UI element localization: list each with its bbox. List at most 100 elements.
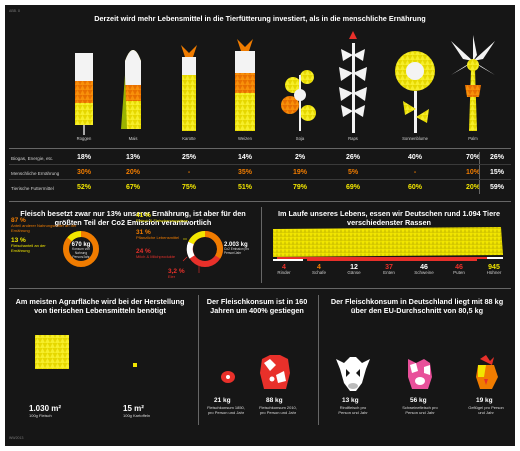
animal-count: 4 [317, 264, 321, 271]
ring1-center-value: 670 kg [71, 242, 91, 248]
vertical-divider [261, 207, 262, 283]
crop-name: Sonnenblume [402, 136, 428, 141]
infographic: ABB. 8 Derzeit wird mehr Lebensmittel in… [5, 5, 515, 446]
animal-name: Puten [453, 270, 465, 275]
energy-value: 70% [465, 154, 480, 161]
consumption-2010-label: Fleischkonsum 2010, pro Person und Jahr [259, 405, 297, 415]
pig-head-icon [408, 359, 432, 389]
animal-count: 945 [488, 264, 500, 271]
meat-area-label: 100g Fleisch [29, 413, 52, 418]
poultry-label: Geflügel pro Person und Jahr [468, 405, 504, 415]
potato-area-square [133, 363, 137, 367]
animal-count: 46 [455, 264, 463, 271]
legend-31: 31 % Pflanzliche Lebensmittel [136, 229, 184, 241]
crop-name: Soja [295, 136, 305, 141]
row-label-animal: Tierische Futtermittel [11, 186, 54, 191]
energy-value: 14% [237, 154, 252, 161]
meat-title: Fleisch besetzt zwar nur 13% unserer Ern… [20, 209, 246, 227]
energy-value: 13% [125, 154, 140, 161]
animal-value: 67% [125, 184, 140, 191]
pig-1850-icon [221, 371, 235, 383]
page-code: ABB. 8 [9, 9, 20, 13]
animal-heads [336, 355, 498, 391]
percent-31-text: Pflanzliche Lebensmittel [136, 235, 180, 240]
vertical-divider [318, 295, 319, 425]
raps-icon [339, 31, 367, 133]
animal-item: 4 Rinder [269, 264, 299, 275]
potato-area-label: 100g Kartoffeln [123, 413, 151, 418]
energy-value: 25% [181, 154, 196, 161]
animal-item: 46 Schweine [409, 264, 439, 275]
animal-item: 12 Gänse [339, 264, 369, 275]
roggen-icon [75, 53, 93, 135]
crop-name: Mais [128, 136, 138, 141]
karotte-icon [181, 45, 197, 131]
crop-name: Weizen [238, 136, 252, 141]
chicken-head-icon [476, 355, 498, 389]
meat-emission-section: Fleisch besetzt zwar nur 13% unserer Ern… [5, 205, 260, 285]
percent-3-2-text: Eier [168, 274, 176, 279]
animal-name: Hühner [486, 270, 502, 275]
energy-value: 18% [76, 154, 91, 161]
ring1-center-text: Konsum von Nahrung Person/Jahr [72, 247, 90, 259]
ring2-center: 2.003 kg Co2 Emission pro Person/Jahr [224, 242, 258, 256]
weizen-icon [235, 39, 255, 131]
cow-head-icon [336, 357, 370, 391]
percent-13: 13 % [11, 237, 26, 244]
percent-41-text: Fleisch & Fleischerzeugnisse [136, 218, 188, 223]
percent-87-text: Anteil anderer Nahrungsmittel an der Ern… [11, 223, 77, 233]
percent-24-text: Milch & Milchprodukte [136, 254, 176, 259]
area-section: Am meisten Agrarfläche wird bei der Hers… [5, 293, 195, 433]
legend-24: 24 % Milch & Milchprodukte [136, 248, 184, 260]
human-value: - [187, 169, 191, 176]
pig-icons [221, 355, 290, 389]
ring-meat-share [67, 231, 82, 242]
percent-3-2: 3,2 % [168, 268, 185, 275]
ring2-center-value: 2.003 kg [224, 242, 248, 248]
section-divider [9, 201, 511, 202]
crop-names: Roggen Mais Karotte Weizen Soja Raps Son… [5, 136, 515, 144]
animal-value: 20% [465, 184, 480, 191]
human-value: 19% [292, 169, 307, 176]
animals-title: Im Laufe unseres Lebens, essen wir Deuts… [277, 209, 501, 227]
consumption-section: Der Fleischkonsum ist in 160 Jahren um 4… [200, 293, 315, 433]
human-value: 35% [237, 169, 252, 176]
legend-87: 87 % Anteil anderer Nahrungsmittel an de… [11, 217, 81, 234]
total-human: 15% [489, 169, 504, 176]
section-divider [9, 288, 511, 289]
total-animal: 59% [489, 184, 504, 191]
germany-section: Der Fleischkonsum in Deutschland liegt m… [320, 293, 515, 433]
percent-24: 24 % [136, 248, 151, 255]
animal-value: 51% [237, 184, 252, 191]
consumption-title: Der Fleischkonsum ist in 160 Jahren um 4… [206, 297, 308, 315]
germany-title: Der Fleischkonsum in Deutschland liegt m… [330, 297, 504, 315]
beef-value: 13 kg [342, 397, 359, 404]
totals-divider [479, 152, 480, 194]
pork-label: Schweinefleisch pro Person und Jahr [402, 405, 438, 415]
consumption-1850-label: Fleischkonsum 1850, pro Person und Jahr [207, 405, 245, 415]
animal-name: Enten [383, 270, 395, 275]
animal-item: 4 Schafe [304, 264, 334, 275]
area-title: Am meisten Agrarfläche wird bei der Hers… [15, 297, 185, 315]
footer-code: WW2013 [9, 436, 24, 440]
animal-name: Schweine [414, 270, 434, 275]
percent-13-text: Fleischanteil an der Ernährung [11, 243, 46, 253]
crop-name: Raps [348, 136, 358, 141]
animal-count: 37 [385, 264, 393, 271]
pork-value: 56 kg [410, 397, 427, 404]
human-value: 10% [465, 169, 480, 176]
donut-charts [63, 231, 223, 273]
animal-value: 52% [76, 184, 91, 191]
vertical-divider [198, 295, 199, 425]
consumption-1850-value: 21 kg [214, 397, 231, 404]
potato-area-value: 15 m² [123, 404, 144, 413]
animal-value: 69% [345, 184, 360, 191]
animal-item: 37 Enten [374, 264, 404, 275]
human-value: 5% [347, 169, 359, 176]
crop-illustrations [75, 31, 495, 135]
animal-count: 12 [350, 264, 358, 271]
ring2-center-text: Co2 Emission pro Person/Jahr [224, 247, 250, 255]
animal-value: 75% [181, 184, 196, 191]
pig-2010-icon [260, 355, 290, 389]
meat-area-value: 1.030 m² [29, 404, 62, 413]
